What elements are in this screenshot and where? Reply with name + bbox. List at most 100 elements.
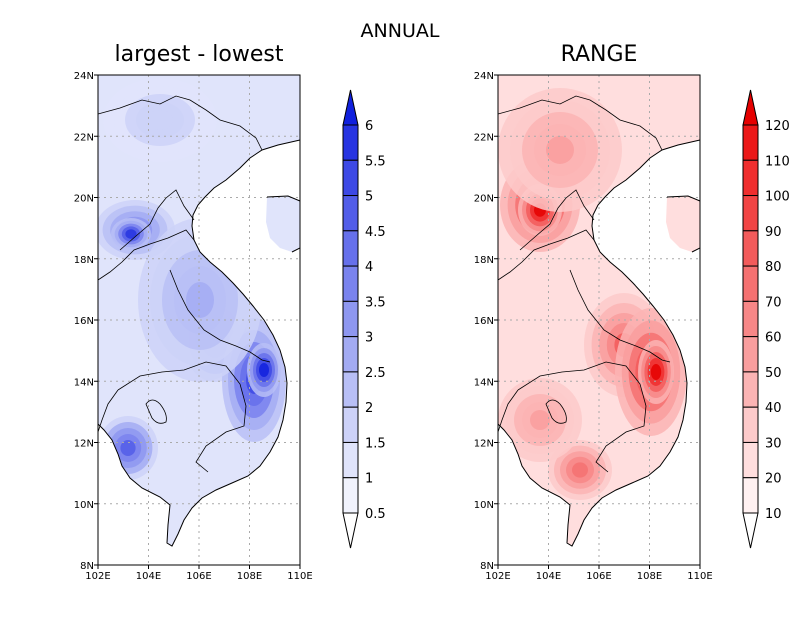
gridlines-left <box>98 75 300 565</box>
lat-tick-label: 20N <box>74 194 94 205</box>
colorbar-box <box>342 124 359 161</box>
country-border <box>517 361 647 473</box>
gridlines-right <box>498 75 700 565</box>
colorbar-max-arrow <box>342 89 359 126</box>
island-area <box>666 196 700 252</box>
colorbar-label: 40 <box>765 401 782 416</box>
coastline <box>497 139 701 547</box>
lat-tick-label: 18N <box>74 255 94 266</box>
colorbar-label: 5 <box>365 190 373 205</box>
lon-tick-label: 110E <box>287 571 312 582</box>
lat-tick-label: 18N <box>474 255 494 266</box>
colorbar-label: 2 <box>365 401 373 416</box>
lon-tick-label: 106E <box>586 571 611 582</box>
colorbar-box <box>742 265 759 302</box>
panel-title-range: RANGE <box>561 42 638 67</box>
country-border <box>97 95 263 151</box>
hotspots <box>498 88 687 500</box>
colorbar-label: 3.5 <box>365 295 386 310</box>
country-border <box>97 389 119 433</box>
coastline-right <box>497 95 701 547</box>
colorbar-label: 3 <box>365 331 373 346</box>
colorbar-label: 4.5 <box>365 225 386 240</box>
figure-title: ANNUAL <box>361 20 440 42</box>
colorbar-label: 30 <box>765 436 782 451</box>
colorbar-label: 6 <box>365 119 373 134</box>
data-field-left <box>98 75 300 546</box>
colorbar-box <box>342 477 359 514</box>
lat-tick-label: 16N <box>474 316 494 327</box>
map-panel-largest-lowest: largest - lowest 102E 104E 106E 108E 110E8N1… <box>74 42 386 582</box>
lat-tick-label: 12N <box>474 439 494 450</box>
country-border <box>497 229 595 281</box>
colorbar-box <box>742 441 759 479</box>
colorbar-label: 110 <box>765 154 790 169</box>
colorbar-box <box>742 124 759 161</box>
panel-title-largest-lowest: largest - lowest <box>115 42 284 67</box>
colorbar-left: 0.5 1 1.5 2 2.5 3 3.5 4 4.5 5 5.5 6 <box>342 89 386 549</box>
lat-tick-label: 22N <box>474 132 494 143</box>
coastline-left <box>97 95 301 547</box>
colorbar-box <box>742 195 759 232</box>
colorbar-box <box>742 230 759 267</box>
colorbar-max-arrow <box>742 89 759 126</box>
country-border <box>519 189 595 251</box>
country-border <box>497 95 663 151</box>
contour-patch <box>546 136 574 164</box>
lat-tick-label: 24N <box>474 71 494 82</box>
colorbar-right: 10 20 30 40 50 60 70 80 90 100 110 120 <box>742 89 790 549</box>
contour-patch <box>259 363 269 377</box>
contour-patch <box>125 229 137 239</box>
lon-tick-label: 106E <box>186 571 211 582</box>
lon-tick-label: 104E <box>536 571 561 582</box>
colorbar-label: 90 <box>765 225 782 240</box>
country-border <box>97 229 195 281</box>
lat-tick-label: 8N <box>480 561 494 572</box>
contour-patch <box>650 364 662 380</box>
colorbar-label: 20 <box>765 472 782 487</box>
lat-tick-label: 20N <box>474 194 494 205</box>
colorbar-min-arrow <box>342 512 359 549</box>
lon-tick-label: 102E <box>485 571 510 582</box>
colorbar-label: 80 <box>765 260 782 275</box>
lon-tick-label: 104E <box>136 571 161 582</box>
contour-patch <box>120 440 136 456</box>
colorbar-box <box>342 441 359 479</box>
country-border <box>117 361 247 473</box>
colorbar-box <box>342 336 359 373</box>
lat-tick-label: 12N <box>74 439 94 450</box>
lat-tick-label: 8N <box>80 561 94 572</box>
colorbar-label: 60 <box>765 331 782 346</box>
colorbar-box <box>342 406 359 443</box>
lat-tick-label: 14N <box>474 377 494 388</box>
contour-patch <box>572 462 588 478</box>
colorbar-box <box>342 300 359 338</box>
country-border <box>169 269 271 363</box>
colorbar-box <box>742 371 759 408</box>
coastline <box>97 139 301 547</box>
colorbar-box <box>742 477 759 514</box>
colorbar-box <box>742 300 759 338</box>
lat-tick-label: 10N <box>74 500 94 511</box>
colorbar-label: 10 <box>765 507 782 522</box>
colorbar-label: 2.5 <box>365 366 386 381</box>
colorbar-min-arrow <box>742 512 759 549</box>
lat-tick-label: 22N <box>74 132 94 143</box>
lon-tick-label: 108E <box>637 571 662 582</box>
colorbar-box <box>342 195 359 232</box>
colorbar-label: 5.5 <box>365 154 386 169</box>
colorbar-box <box>742 406 759 443</box>
lon-tick-label: 102E <box>85 571 110 582</box>
contour-patch <box>530 410 550 430</box>
lat-tick-label: 16N <box>74 316 94 327</box>
colorbar-label: 4 <box>365 260 373 275</box>
colorbar-box <box>742 159 759 197</box>
lon-tick-label: 110E <box>687 571 712 582</box>
colorbar-box <box>742 336 759 373</box>
colorbar-label: 70 <box>765 295 782 310</box>
colorbar-label: 1 <box>365 472 373 487</box>
lat-tick-label: 24N <box>74 71 94 82</box>
colorbar-label: 120 <box>765 119 790 134</box>
axis-ticks-left: 102E 104E 106E 108E 110E 8N 10N 12N 14N 16N 18N 20N… <box>74 71 313 582</box>
